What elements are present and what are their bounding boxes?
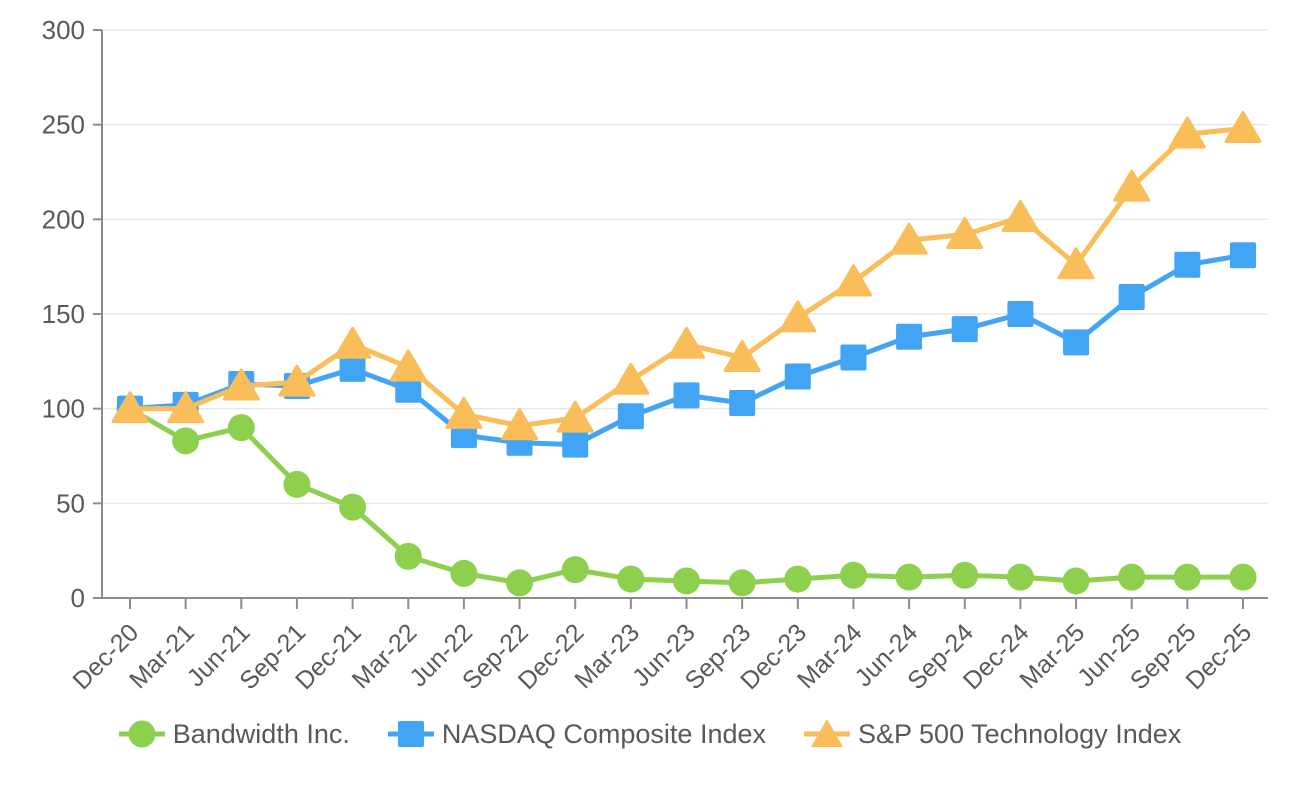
y-axis-labels: 0 50 100 150 200 250 300 (42, 15, 85, 613)
data-point-triangle (1001, 199, 1039, 232)
data-point-square (395, 376, 422, 403)
legend-marker-circle-icon (118, 720, 165, 748)
data-point-circle (561, 556, 589, 584)
data-point-circle (1229, 563, 1257, 591)
data-point-circle (506, 569, 534, 597)
x-axis-labels: Dec-20Mar-21Jun-21Sep-21Dec-21Mar-22Jun-… (67, 618, 1257, 695)
data-point-triangle (946, 216, 984, 249)
data-point-square (562, 431, 589, 458)
y-axis-tick-label: 100 (42, 394, 85, 424)
data-point-triangle (723, 340, 761, 373)
data-point-square (1230, 242, 1256, 269)
data-point-circle (394, 542, 422, 570)
data-point-triangle (1057, 247, 1095, 280)
data-point-square (1063, 329, 1090, 356)
data-point-square (784, 363, 811, 390)
data-point-square (673, 382, 700, 409)
data-point-triangle (1113, 169, 1151, 202)
data-point-square (951, 316, 978, 343)
data-point-triangle (445, 396, 483, 429)
data-point-triangle (612, 362, 650, 395)
data-point-triangle (334, 326, 372, 359)
data-point-triangle (834, 264, 872, 297)
series-triangle (111, 110, 1262, 441)
axes (93, 29, 1268, 609)
data-point-triangle (222, 368, 260, 401)
data-point-circle (617, 565, 645, 593)
y-axis-tick-label: 300 (42, 15, 85, 45)
data-point-square (896, 323, 923, 350)
gridlines (102, 29, 1268, 505)
data-point-circle (450, 559, 478, 587)
data-point-circle (895, 563, 923, 591)
data-point-circle (839, 561, 867, 589)
data-point-triangle (389, 349, 427, 382)
data-point-square (617, 403, 644, 430)
data-point-triangle (779, 300, 817, 333)
legend-label: S&P 500 Technology Index (858, 718, 1182, 749)
data-point-circle (1062, 567, 1090, 595)
legend-label: NASDAQ Composite Index (441, 718, 766, 749)
data-point-circle (1118, 563, 1146, 591)
data-point-circle (728, 569, 756, 597)
data-point-triangle (1168, 116, 1206, 149)
y-axis-tick-label: 250 (42, 110, 85, 140)
y-axis-tick-label: 150 (42, 299, 85, 329)
data-point-triangle (278, 364, 316, 397)
data-point-square (1007, 301, 1034, 327)
data-point-circle (339, 493, 367, 521)
data-point-triangle (167, 391, 205, 424)
y-axis-tick-label: 200 (42, 204, 85, 234)
data-point-triangle (501, 408, 539, 441)
legend-item-circle: Bandwidth Inc. (118, 716, 350, 752)
data-point-triangle (1224, 110, 1262, 143)
legend-marker-triangle-icon (804, 719, 850, 747)
data-point-square (1174, 251, 1201, 278)
data-point-circle (673, 567, 700, 595)
y-axis-tick-label: 0 (71, 583, 85, 613)
chart-legend: Bandwidth Inc. NASDAQ Composite Index S&P … (0, 716, 1300, 752)
legend-item-square: NASDAQ Composite Index (387, 716, 766, 752)
data-point-triangle (890, 222, 928, 255)
data-point-triangle (668, 326, 705, 359)
data-point-circle (172, 427, 200, 455)
data-point-circle (784, 565, 812, 593)
data-point-square (339, 355, 366, 382)
data-point-triangle (111, 391, 149, 424)
legend-marker-square-icon (387, 721, 434, 747)
data-point-circle (1006, 563, 1034, 591)
legend-item-triangle: S&P 500 Technology Index (804, 716, 1181, 752)
data-point-triangle (556, 400, 594, 433)
data-point-circle (951, 561, 979, 589)
y-axis-tick-label: 50 (56, 488, 85, 518)
data-point-circle (283, 470, 311, 498)
legend-label: Bandwidth Inc. (172, 718, 350, 749)
data-point-square (729, 389, 756, 416)
data-point-square (1118, 283, 1145, 310)
data-point-circle (227, 414, 255, 442)
series-circle (116, 395, 1257, 597)
data-point-square (840, 344, 867, 371)
data-point-circle (1173, 563, 1201, 591)
